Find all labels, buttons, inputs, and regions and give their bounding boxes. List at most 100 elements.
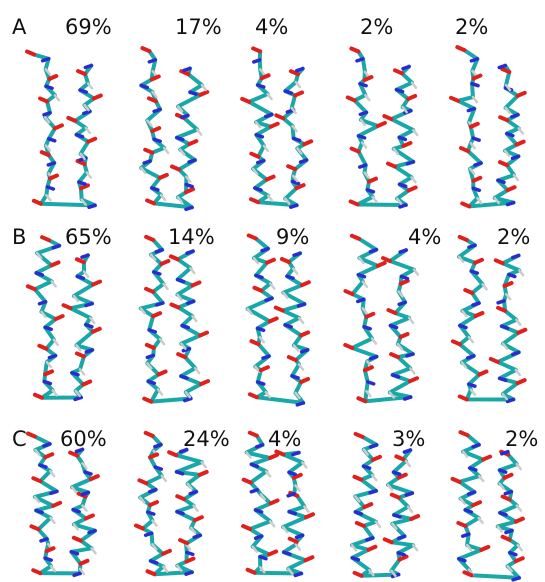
oxygen xyxy=(479,372,486,375)
nitrogen xyxy=(194,535,200,537)
nitrogen xyxy=(84,111,90,113)
nitrogen xyxy=(266,114,272,116)
oxygen xyxy=(395,70,402,73)
oxygen xyxy=(78,71,85,74)
oxygen xyxy=(81,185,88,188)
oxygen xyxy=(461,148,468,151)
oxygen xyxy=(49,76,56,79)
nitrogen xyxy=(508,203,514,205)
cluster-percent: 17% xyxy=(175,15,222,39)
oxygen xyxy=(302,282,309,285)
nitrogen xyxy=(48,163,54,165)
oxygen xyxy=(473,76,480,79)
oxygen xyxy=(262,75,269,78)
oxygen xyxy=(161,261,168,264)
oxygen xyxy=(388,310,395,313)
nitrogen xyxy=(178,280,184,282)
oxygen xyxy=(271,124,278,127)
oxygen xyxy=(498,308,505,311)
nitrogen xyxy=(401,277,407,279)
oxygen xyxy=(392,495,399,498)
oxygen xyxy=(276,308,283,311)
nitrogen xyxy=(297,69,303,71)
oxygen xyxy=(491,359,498,362)
nitrogen xyxy=(394,472,400,474)
nitrogen xyxy=(358,299,364,301)
oxygen xyxy=(27,52,34,55)
oxygen xyxy=(33,478,40,481)
nitrogen xyxy=(355,512,361,514)
nitrogen xyxy=(157,303,163,305)
nitrogen xyxy=(149,330,155,332)
nitrogen xyxy=(182,326,188,328)
nitrogen xyxy=(285,325,291,327)
cluster-percent: 2% xyxy=(505,427,538,451)
cluster-percent: 4% xyxy=(408,225,441,249)
oxygen xyxy=(351,201,358,204)
oxygen xyxy=(31,526,38,529)
nitrogen xyxy=(513,352,519,354)
oxygen xyxy=(189,141,196,144)
oxygen xyxy=(516,519,523,522)
oxygen xyxy=(178,354,185,357)
oxygen xyxy=(271,500,278,503)
nitrogen xyxy=(469,245,475,247)
nitrogen xyxy=(254,60,260,62)
nitrogen xyxy=(289,512,295,514)
oxygen xyxy=(267,260,274,263)
oxygen xyxy=(503,497,510,500)
nitrogen xyxy=(79,182,85,184)
oxygen xyxy=(192,282,199,285)
nitrogen xyxy=(43,59,49,61)
oxygen xyxy=(505,283,512,286)
nitrogen xyxy=(146,533,152,535)
nitrogen xyxy=(256,510,262,512)
oxygen xyxy=(242,99,249,102)
oxygen xyxy=(481,547,488,550)
oxygen xyxy=(159,372,166,375)
nitrogen xyxy=(155,445,161,447)
oxygen xyxy=(149,98,156,101)
cluster-percent: 65% xyxy=(65,225,112,249)
cluster-percent: 4% xyxy=(268,427,301,451)
nitrogen xyxy=(288,494,294,496)
oxygen xyxy=(288,166,295,169)
oxygen xyxy=(301,332,308,335)
oxygen xyxy=(177,496,184,499)
nitrogen xyxy=(364,327,370,329)
oxygen xyxy=(152,128,159,131)
nitrogen xyxy=(470,468,476,470)
oxygen xyxy=(345,345,352,348)
nitrogen xyxy=(468,356,474,358)
oxygen xyxy=(28,434,35,437)
nitrogen xyxy=(367,190,373,192)
nitrogen xyxy=(357,59,363,61)
oxygen xyxy=(465,290,472,293)
nitrogen xyxy=(39,302,45,304)
oxygen xyxy=(153,313,160,316)
nitrogen xyxy=(186,185,192,187)
nitrogen xyxy=(371,445,377,447)
oxygen xyxy=(195,517,202,520)
nitrogen xyxy=(289,472,295,474)
cluster-percent: 9% xyxy=(276,225,309,249)
nitrogen xyxy=(393,375,399,377)
oxygen xyxy=(282,259,289,262)
oxygen xyxy=(152,76,159,79)
nitrogen xyxy=(513,256,519,258)
oxygen xyxy=(500,117,507,120)
oxygen xyxy=(453,479,460,482)
oxygen xyxy=(53,503,60,506)
nitrogen xyxy=(367,538,373,540)
nitrogen xyxy=(82,255,88,257)
oxygen xyxy=(35,395,42,398)
oxygen xyxy=(411,516,418,519)
nitrogen xyxy=(394,515,400,517)
oxygen xyxy=(163,551,170,554)
nitrogen xyxy=(301,160,307,162)
nitrogen xyxy=(295,573,301,575)
nitrogen xyxy=(187,251,193,253)
nitrogen xyxy=(469,492,475,494)
oxygen xyxy=(464,572,471,575)
oxygen xyxy=(496,260,503,263)
